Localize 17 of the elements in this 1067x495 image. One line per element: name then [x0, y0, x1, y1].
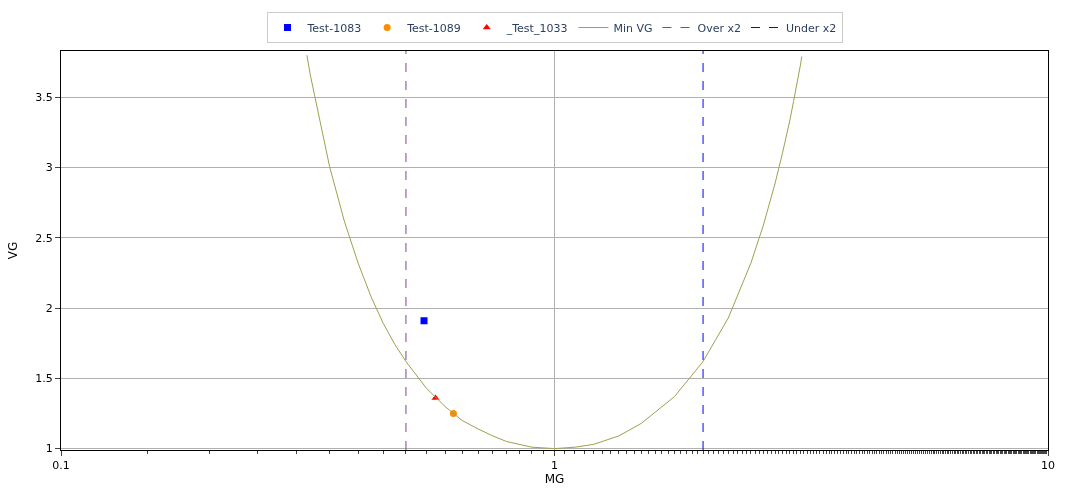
y-tick-label: 1 — [45, 442, 53, 456]
legend-label: Over x2 — [697, 21, 741, 35]
y-tick-label: 1.5 — [35, 372, 53, 386]
x-tick-label: 0.1 — [52, 459, 70, 473]
y-axis-title: VG — [5, 241, 20, 260]
legend-label: Min VG — [613, 21, 653, 35]
y-tick-label: 2 — [45, 301, 53, 315]
legend-label: Test-1089 — [406, 21, 461, 35]
legend-label: _Test_1033 — [505, 21, 568, 35]
legend-label: Under x2 — [785, 21, 837, 35]
legend-label: Test-1083 — [306, 21, 362, 35]
x-tick-label: 1 — [551, 459, 558, 473]
x-axis-title: MG — [544, 472, 565, 487]
x-tick-label: 10 — [1041, 459, 1055, 473]
y-tick-label: 3.5 — [35, 91, 53, 105]
y-tick-label: 2.5 — [35, 231, 53, 245]
y-tick-label: 3 — [45, 161, 53, 175]
